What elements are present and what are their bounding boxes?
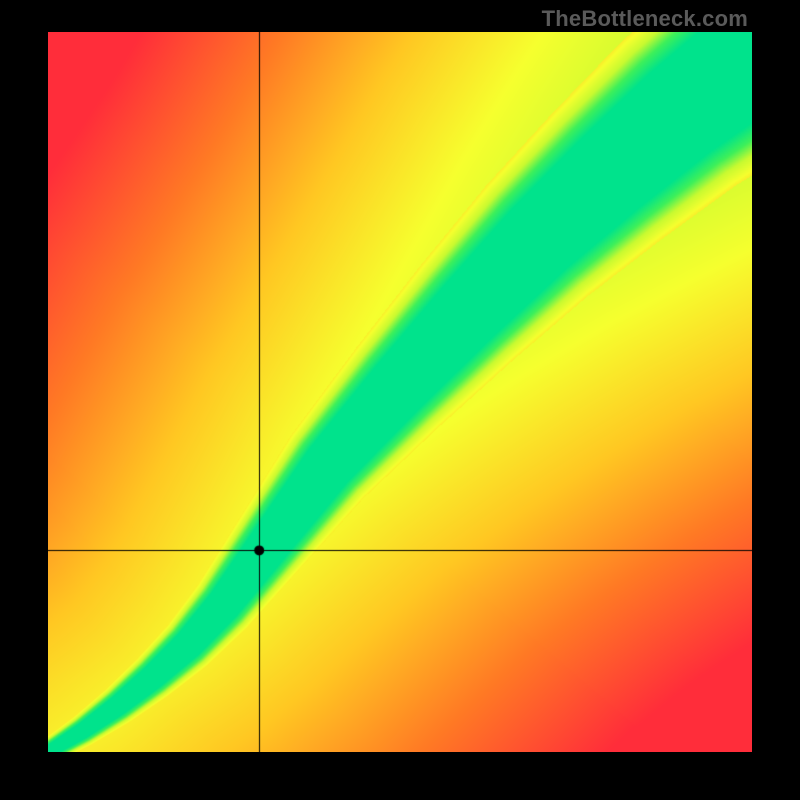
heatmap-canvas	[48, 32, 752, 752]
watermark-text: TheBottleneck.com	[542, 6, 748, 32]
bottleneck-heatmap	[48, 32, 752, 752]
